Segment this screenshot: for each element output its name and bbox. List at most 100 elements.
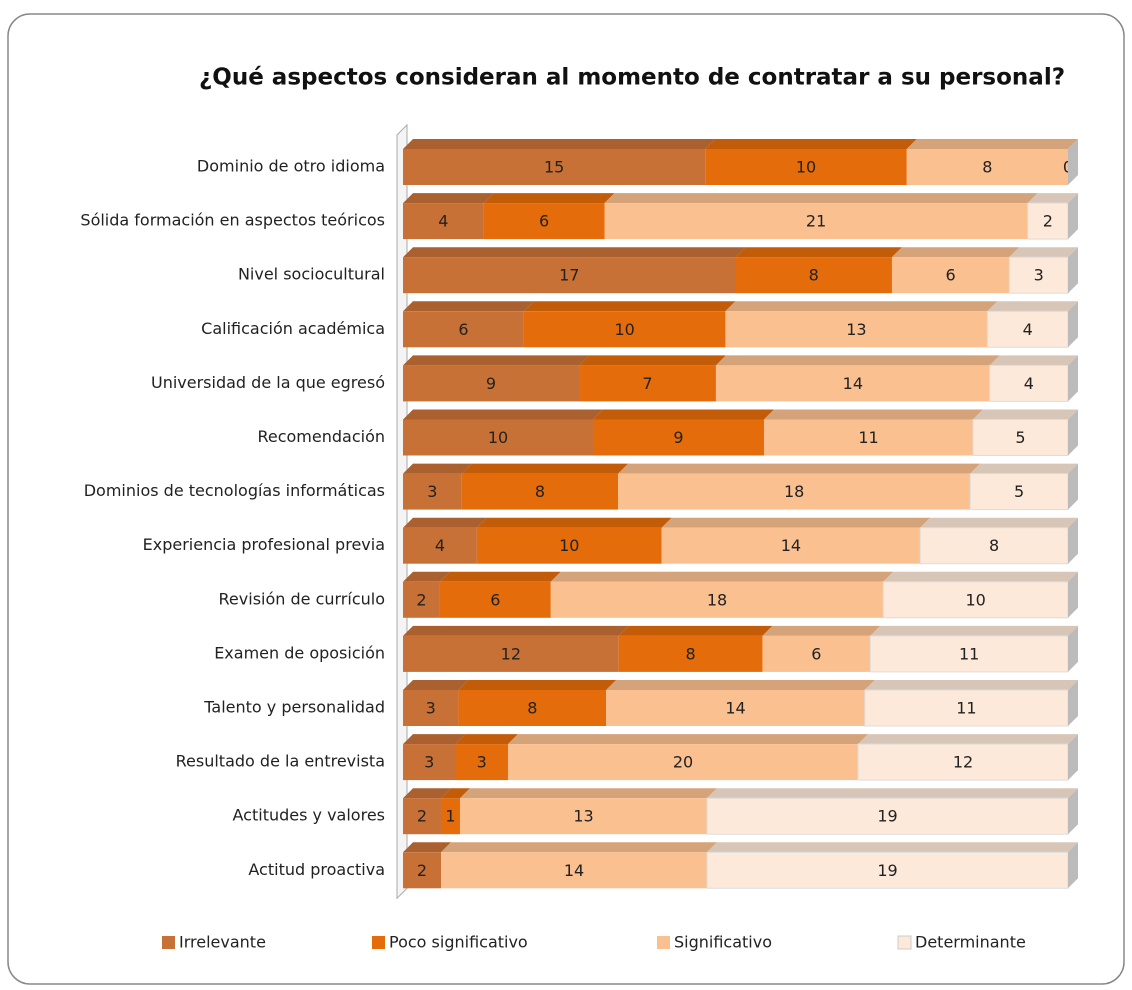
bar-top [461,463,629,474]
value-label: 6 [458,320,468,339]
value-label: 18 [707,590,727,609]
value-label: 2 [1043,212,1053,231]
bar [661,527,921,564]
bar-top [403,193,494,204]
value-label: 8 [535,482,545,501]
legend-swatch [372,936,385,949]
value-label: 14 [781,536,801,555]
value-label: 11 [858,428,878,447]
bar-top [593,409,774,420]
value-label: 6 [946,266,956,285]
bar [403,149,706,185]
bar [455,744,508,781]
bar [403,473,462,510]
bar [1027,202,1069,240]
bar-top [403,463,472,474]
bar [972,419,1069,456]
bar-side [1068,734,1078,781]
bar-top [891,247,1020,258]
value-label: 10 [559,536,579,555]
bar-top [989,355,1078,366]
bar [403,744,456,781]
bar [403,257,736,294]
value-label: 3 [1034,266,1044,285]
category-label: Sólida formación en aspectos teóricos [80,211,385,230]
bar [476,527,662,564]
value-label: 18 [784,482,804,501]
bar [906,149,1068,185]
value-label: 4 [435,536,445,555]
value-label: 10 [614,320,634,339]
bar-top [403,355,590,366]
bar [869,635,1069,673]
category-label: Dominio de otro idioma [197,157,385,176]
value-label: 12 [501,644,521,663]
bar [606,690,865,726]
bar-top [579,355,726,366]
bar [1008,256,1069,294]
bar [706,851,1069,889]
bar [403,203,484,240]
bar-top [764,409,983,420]
bar [460,798,707,835]
value-label: 4 [438,212,448,231]
category-label: Actitud proactiva [248,860,385,879]
bar-top [725,301,998,312]
bar-side [1068,571,1078,618]
bar [725,311,988,348]
value-label: 14 [725,699,745,718]
value-label: 8 [989,536,999,555]
category-label: Experiencia profesional previa [143,535,385,554]
bar-top [618,625,773,636]
value-label: 2 [416,590,426,609]
value-label: 9 [673,428,683,447]
bar [764,419,973,456]
value-label: 8 [982,158,992,177]
bar [735,257,892,294]
bar [762,635,871,672]
value-label: 4 [1024,374,1034,393]
bar [441,852,707,889]
category-label: Recomendación [257,427,385,446]
bar-side [1068,409,1078,456]
value-label: 6 [490,590,500,609]
value-label: 19 [877,861,897,880]
bar-side [1068,625,1078,672]
value-label: 4 [1023,320,1033,339]
bar-top [403,301,534,312]
bar-top [864,680,1078,690]
legend-swatch [162,936,175,949]
value-label: 6 [539,212,549,231]
bar [604,203,1028,240]
bar [705,149,907,185]
bar-side [1068,355,1078,402]
bar-top [987,301,1078,312]
bar [403,635,619,672]
bar-side [1068,139,1078,185]
bar-side [1068,680,1078,726]
bar-top [439,571,561,582]
bar [508,744,858,781]
category-label: Calificación académica [201,319,385,338]
bar [403,852,441,889]
category-label: Actitudes y valores [233,806,385,825]
bar [458,690,607,726]
bar [618,473,971,510]
bar-top [403,680,469,690]
bar-top [403,517,487,528]
bar-top [970,463,1078,474]
value-label: 8 [527,699,537,718]
bar [461,473,619,510]
bar-top [1027,193,1078,204]
bar [715,365,990,402]
bar [403,798,441,835]
bar [439,581,551,618]
legend-swatch [897,935,912,950]
category-label: Resultado de la entrevista [176,752,385,771]
value-label: 15 [544,158,564,177]
bar-top [523,301,736,312]
bar [989,364,1069,402]
bar-top [661,517,931,528]
value-label: 10 [488,428,508,447]
